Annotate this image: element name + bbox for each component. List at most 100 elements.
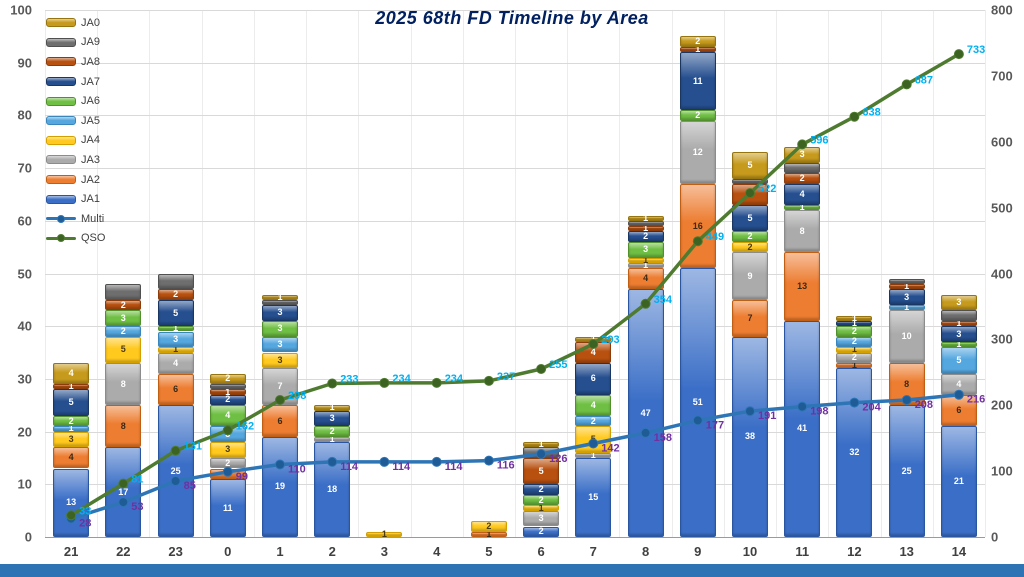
bar-segment-JA2: 1: [836, 360, 873, 370]
bar-segment-JA1: 19: [262, 436, 298, 537]
bar-segment-JA0: 5: [732, 152, 768, 179]
legend-label: QSO: [81, 232, 106, 245]
left-axis-tick-label: 0: [24, 529, 32, 545]
horizontal-gridline: [45, 115, 985, 117]
bar-segment-JA4: 1: [627, 255, 664, 265]
x-axis-category-label: 5: [485, 544, 493, 559]
qso-marker: [901, 79, 912, 90]
bar-segment-JA3: 8: [105, 363, 142, 406]
bar-segment-JA7: 3: [262, 305, 298, 321]
legend-label: JA4: [81, 134, 100, 147]
x-axis-category-label: 21: [63, 544, 79, 559]
bar-segment-JA6: 2: [679, 110, 716, 121]
bar-segment-JA6: 2: [53, 415, 90, 427]
bar-segment-JA5: 3: [262, 336, 298, 353]
bar-segment-JA3: 2: [209, 457, 246, 469]
bar-segment-JA2: 16: [679, 183, 716, 269]
qso-data-label: 687: [915, 74, 933, 86]
bar-segment-JA8: 1: [627, 223, 664, 233]
legend-label: JA0: [81, 16, 100, 29]
bar-segment-JA1: 47: [627, 289, 664, 537]
legend-label: JA5: [81, 114, 100, 127]
bar-segment-JA8: 1: [53, 382, 90, 391]
bar-segment-JA7: 5: [157, 299, 194, 327]
legend-item-ja6: JA6: [46, 91, 105, 111]
multi-data-label: 114: [445, 461, 464, 473]
x-axis-category-label: 4: [433, 544, 441, 559]
x-axis-category-label: 10: [742, 544, 758, 559]
legend-item-ja7: JA7: [46, 72, 105, 92]
left-axis-tick-label: 100: [10, 2, 32, 18]
bar-segment-JA2: 8: [888, 363, 925, 406]
bar-segment-JA5: 1: [53, 424, 90, 433]
bar-segment-JA0: 3: [784, 147, 821, 163]
legend-line-multi: [46, 214, 76, 223]
bar-segment-JA3: 1: [314, 434, 351, 444]
bar-segment-JA7: 11: [679, 52, 716, 111]
bar-segment-JA3: 10: [888, 310, 925, 364]
bar-segment-JA8: 4: [732, 183, 768, 205]
qso-data-label: 596: [810, 134, 828, 146]
bar-segment-JA4: 3: [262, 352, 298, 369]
bar-segment-JA3: 7: [262, 368, 298, 406]
legend-swatch-ja8: [46, 57, 76, 67]
bar-segment-JA8: 2: [105, 299, 142, 311]
qso-marker: [483, 375, 494, 386]
legend-item-ja5: JA5: [46, 111, 105, 131]
x-axis-category-label: 6: [537, 544, 545, 559]
legend-label: JA8: [81, 55, 100, 68]
chart-legend: JA0 JA9 JA8 JA7 JA6 JA5 JA4 JA3 JA2 JA1 Multi QSO: [46, 13, 105, 248]
right-axis-tick-label: 100: [991, 463, 1013, 479]
qso-data-label: 733: [967, 44, 985, 56]
legend-swatch-ja4: [46, 135, 76, 145]
legend-label: JA9: [81, 36, 100, 49]
bar-segment-JA8: 4: [575, 342, 612, 364]
bar-segment-JA0: 1: [262, 292, 298, 302]
x-axis-category-label: 9: [694, 544, 702, 559]
bar-segment-JA0: 1: [575, 334, 612, 344]
bar-segment-JA3: 4: [940, 373, 977, 395]
left-axis-tick-label: 20: [17, 424, 32, 440]
bar-segment-JA1: 25: [157, 405, 194, 538]
bar-segment-JA6: 3: [627, 241, 664, 258]
x-axis-category-label: 13: [899, 544, 914, 559]
bar-segment-JA0: 1: [314, 403, 351, 412]
bar-segment-JA4: 2: [470, 521, 507, 532]
bar-segment-JA4: 5: [105, 336, 142, 364]
bar-segment-JA1: 13: [53, 468, 90, 537]
legend-item-multi: Multi: [46, 209, 105, 229]
bar-segment-JA6: 2: [523, 494, 560, 506]
bar-segment-JA0: 1: [836, 313, 873, 323]
bar-segment-JA8: 5: [523, 457, 560, 485]
left-axis-tick-label: 60: [17, 213, 32, 229]
bar-segment-JA5: 2: [836, 336, 873, 348]
x-axis-category-label: 3: [380, 544, 389, 559]
bar-segment-JA6: 2: [314, 426, 351, 437]
bar-segment-JA7: 4: [784, 183, 821, 205]
legend-swatch-ja3: [46, 155, 76, 165]
bar-segment-JA4: 3: [209, 442, 246, 458]
bar-segment-JA5: 2: [105, 326, 142, 337]
bar-segment-JA2: 6: [262, 405, 298, 437]
bar-segment-JA1: 17: [105, 447, 142, 537]
bar-segment-JA8: 2: [157, 289, 194, 300]
left-axis-tick-label: 70: [17, 160, 32, 176]
bar-segment-JA4: 1: [157, 345, 194, 354]
bar-segment-JA0: 2: [679, 36, 716, 47]
bar-segment-JA5: 1: [888, 302, 925, 312]
horizontal-gridline: [45, 10, 985, 11]
legend-swatch-ja5: [46, 116, 76, 126]
bar-segment-JA7: 3: [940, 326, 977, 342]
multi-data-label: 116: [497, 460, 515, 472]
right-axis-tick-label: 300: [991, 331, 1013, 347]
bar-segment-JA2: 2: [209, 468, 246, 479]
bar-segment-JA2: 7: [732, 299, 768, 337]
right-axis-tick-label: 500: [991, 200, 1013, 216]
x-axis-category-label: 8: [641, 544, 650, 559]
legend-item-ja0: JA0: [46, 13, 105, 33]
bar-segment-JA6: 4: [209, 405, 246, 427]
x-axis-category-label: 11: [795, 544, 810, 559]
multi-marker: [431, 456, 442, 467]
legend-label: JA1: [81, 193, 100, 206]
